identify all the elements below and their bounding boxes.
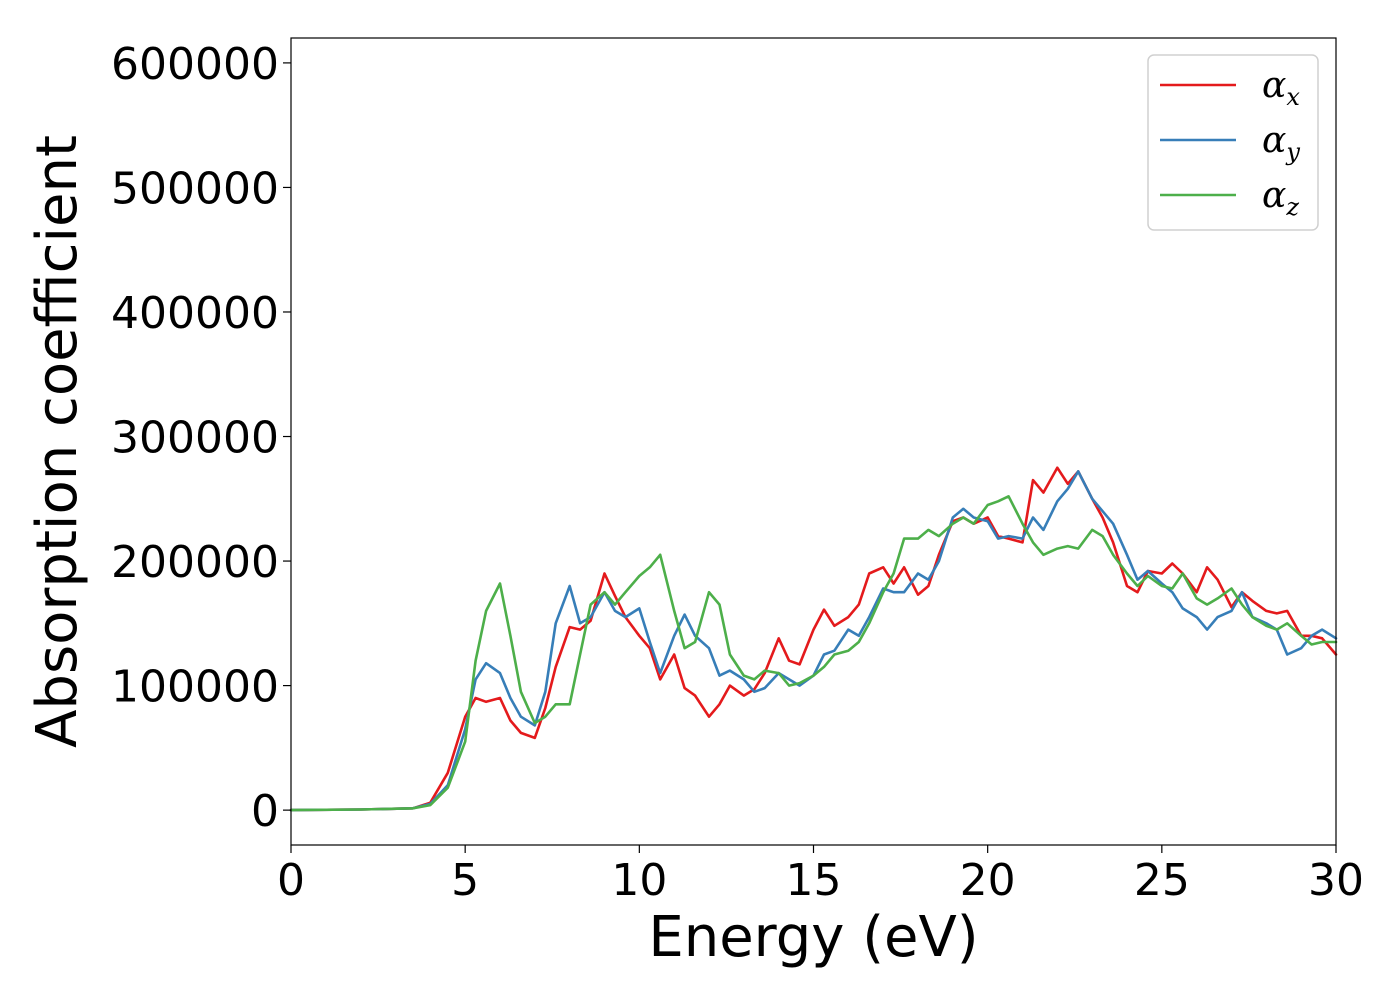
series-layer xyxy=(289,466,1338,812)
series-line-y xyxy=(289,470,1338,812)
series-line-z xyxy=(289,494,1338,812)
y-tick-label: 300000 xyxy=(111,413,279,464)
series-line-x xyxy=(289,466,1338,812)
y-axis-ticks: 0 100000 200000 300000 400000 500000 600000 xyxy=(111,39,291,837)
legend-label-base: α xyxy=(1262,120,1286,161)
legend-label-x: αx xyxy=(1262,65,1300,111)
x-tick-label: 30 xyxy=(1308,855,1364,906)
y-tick-label: 100000 xyxy=(111,662,279,713)
y-axis-title: Absorption coefficient xyxy=(25,135,90,748)
y-tick-label: 400000 xyxy=(111,288,279,339)
legend-label-subscript: z xyxy=(1285,193,1299,221)
legend-label-y: αy xyxy=(1262,120,1300,166)
x-tick-label: 15 xyxy=(786,855,842,906)
y-tick-label: 200000 xyxy=(111,537,279,588)
x-axis-ticks: 0 5 10 15 20 25 30 xyxy=(277,845,1364,906)
y-tick-label: 0 xyxy=(251,786,279,837)
x-axis-title: Energy (eV) xyxy=(648,905,978,970)
x-tick-label: 20 xyxy=(960,855,1016,906)
legend-label-base: α xyxy=(1262,175,1286,216)
legend-box xyxy=(1147,54,1319,231)
y-tick-label: 600000 xyxy=(111,39,279,90)
x-tick-label: 25 xyxy=(1134,855,1190,906)
legend-label-base: α xyxy=(1262,65,1286,106)
x-tick-label: 5 xyxy=(451,855,479,906)
legend-label-subscript: y xyxy=(1285,138,1300,166)
x-tick-label: 10 xyxy=(611,855,667,906)
x-tick-label: 0 xyxy=(277,855,305,906)
legend-label-z: αz xyxy=(1262,175,1299,221)
legend-label-subscript: x xyxy=(1286,83,1300,111)
y-tick-label: 500000 xyxy=(111,163,279,214)
